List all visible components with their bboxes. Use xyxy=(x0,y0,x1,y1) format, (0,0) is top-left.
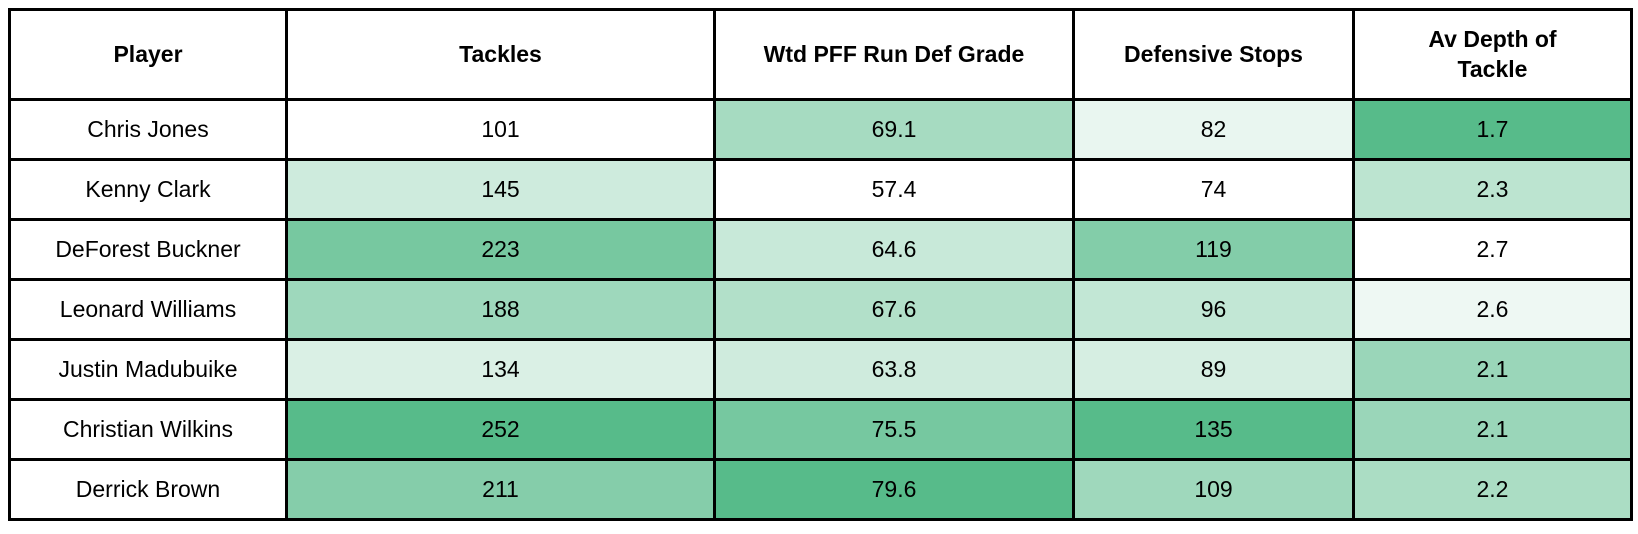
cell-run-def-grade: 75.5 xyxy=(713,398,1075,461)
cell-tackles: 223 xyxy=(285,218,716,281)
player-name: Kenny Clark xyxy=(8,158,288,221)
cell-run-def-grade: 69.1 xyxy=(713,98,1075,161)
cell-run-def-grade: 63.8 xyxy=(713,338,1075,401)
cell-av-depth: 1.7 xyxy=(1352,98,1633,161)
player-name: Derrick Brown xyxy=(8,458,288,521)
cell-tackles: 134 xyxy=(285,338,716,401)
cell-defensive-stops: 119 xyxy=(1072,218,1355,281)
col-header-av-depth-of-tackle: Av Depth of Tackle xyxy=(1352,8,1633,101)
cell-defensive-stops: 96 xyxy=(1072,278,1355,341)
cell-defensive-stops: 89 xyxy=(1072,338,1355,401)
cell-defensive-stops: 74 xyxy=(1072,158,1355,221)
col-header-run-def-grade: Wtd PFF Run Def Grade xyxy=(713,8,1075,101)
player-name: Justin Madubuike xyxy=(8,338,288,401)
cell-av-depth: 2.7 xyxy=(1352,218,1633,281)
cell-tackles: 252 xyxy=(285,398,716,461)
cell-av-depth: 2.3 xyxy=(1352,158,1633,221)
cell-defensive-stops: 135 xyxy=(1072,398,1355,461)
col-header-defensive-stops: Defensive Stops xyxy=(1072,8,1355,101)
player-name: Leonard Williams xyxy=(8,278,288,341)
cell-tackles: 101 xyxy=(285,98,716,161)
cell-tackles: 188 xyxy=(285,278,716,341)
table-row: Chris Jones 101 69.1 82 1.7 xyxy=(8,98,1633,161)
cell-run-def-grade: 64.6 xyxy=(713,218,1075,281)
player-name: DeForest Buckner xyxy=(8,218,288,281)
cell-defensive-stops: 109 xyxy=(1072,458,1355,521)
table-row: Christian Wilkins 252 75.5 135 2.1 xyxy=(8,398,1633,461)
table-row: Derrick Brown 211 79.6 109 2.2 xyxy=(8,458,1633,521)
cell-run-def-grade: 79.6 xyxy=(713,458,1075,521)
defensive-stats-table: Player Tackles Wtd PFF Run Def Grade Def… xyxy=(8,8,1633,521)
cell-av-depth: 2.2 xyxy=(1352,458,1633,521)
col-header-tackles: Tackles xyxy=(285,8,716,101)
player-name: Christian Wilkins xyxy=(8,398,288,461)
cell-av-depth: 2.1 xyxy=(1352,338,1633,401)
cell-av-depth: 2.6 xyxy=(1352,278,1633,341)
table-row: Justin Madubuike 134 63.8 89 2.1 xyxy=(8,338,1633,401)
col-header-av-depth-label: Av Depth of Tackle xyxy=(1428,25,1557,82)
table-row: Leonard Williams 188 67.6 96 2.6 xyxy=(8,278,1633,341)
cell-run-def-grade: 67.6 xyxy=(713,278,1075,341)
cell-av-depth: 2.1 xyxy=(1352,398,1633,461)
table-row: DeForest Buckner 223 64.6 119 2.7 xyxy=(8,218,1633,281)
cell-tackles: 145 xyxy=(285,158,716,221)
header-row: Player Tackles Wtd PFF Run Def Grade Def… xyxy=(8,8,1633,101)
col-header-player: Player xyxy=(8,8,288,101)
table-row: Kenny Clark 145 57.4 74 2.3 xyxy=(8,158,1633,221)
cell-run-def-grade: 57.4 xyxy=(713,158,1075,221)
cell-defensive-stops: 82 xyxy=(1072,98,1355,161)
player-name: Chris Jones xyxy=(8,98,288,161)
cell-tackles: 211 xyxy=(285,458,716,521)
